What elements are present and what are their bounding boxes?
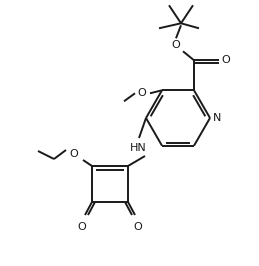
Text: O: O	[138, 88, 146, 98]
Text: O: O	[134, 222, 142, 232]
Text: O: O	[172, 40, 180, 50]
Text: O: O	[78, 222, 86, 232]
Text: N: N	[213, 113, 221, 123]
Text: O: O	[222, 55, 230, 65]
Text: O: O	[70, 149, 78, 159]
Text: HN: HN	[130, 143, 146, 153]
